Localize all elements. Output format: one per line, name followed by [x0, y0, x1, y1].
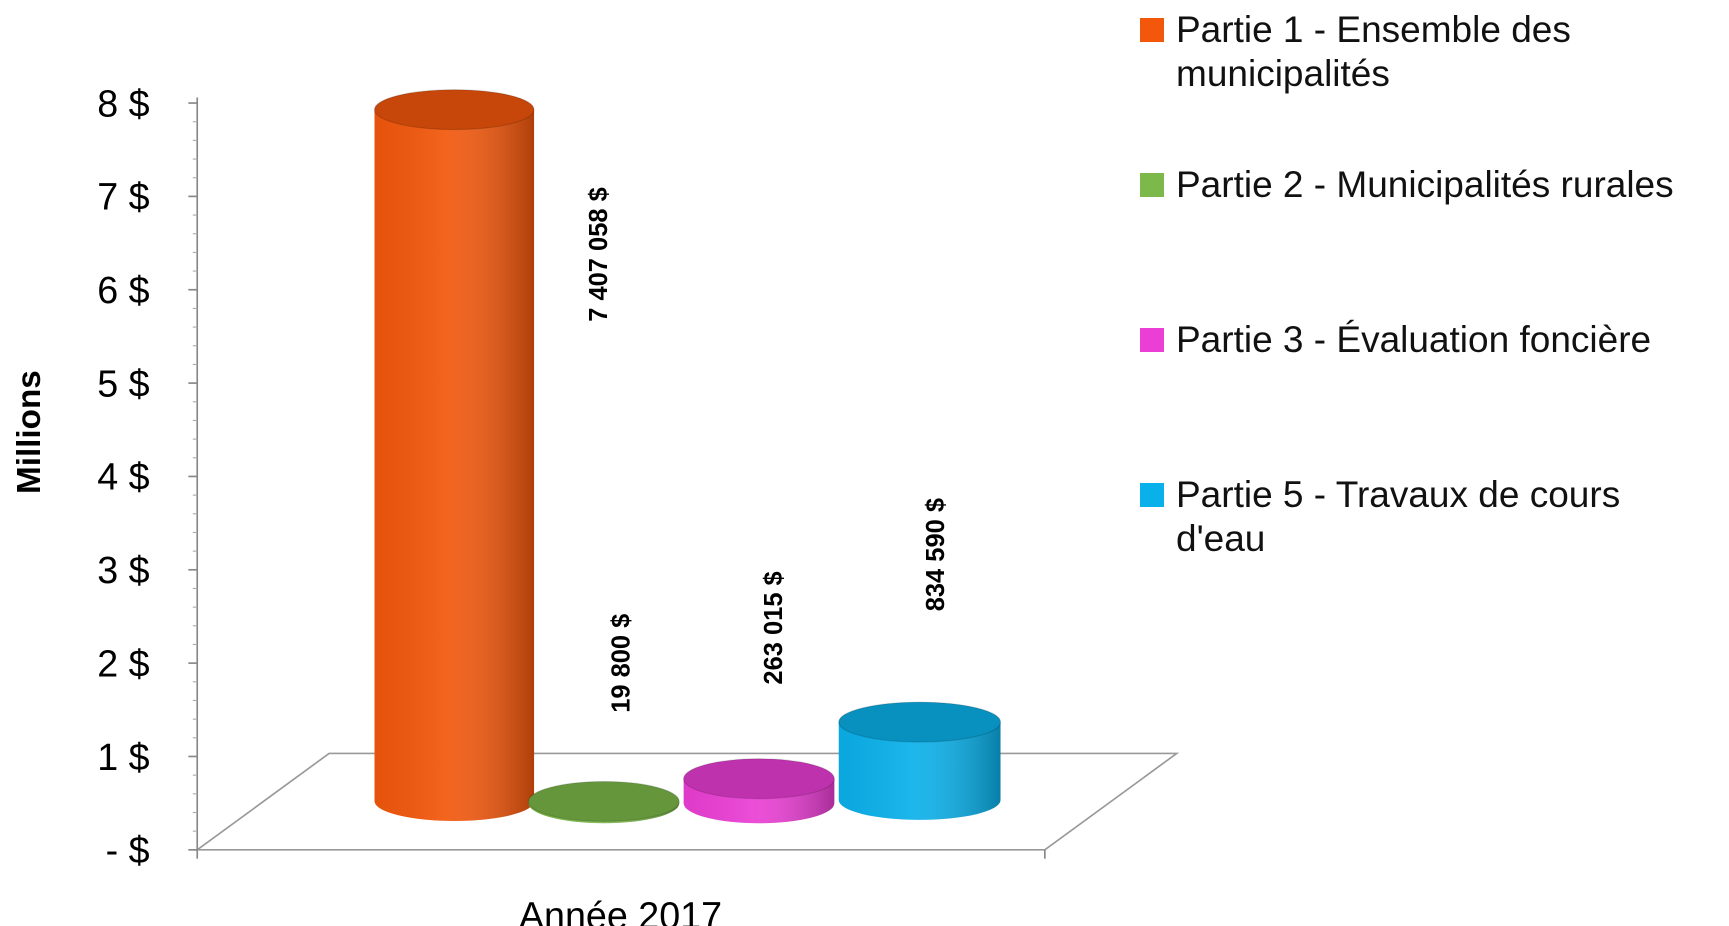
- bar-shade: [374, 109, 535, 822]
- plot: Millions Année 2017 - $ 1 $ 2 $ 3 $ 4 $ 5 $ 6 …: [11, 82, 1180, 926]
- x-tick-label: Année 2017: [519, 895, 722, 926]
- legend-label: Partie 3 - Évaluation foncière: [1176, 319, 1652, 360]
- bar-top-shade: [374, 89, 535, 130]
- floor: [194, 752, 1180, 851]
- bar-top: [373, 89, 535, 131]
- legend-item: Partie 2 - Municipalités rurales: [1140, 163, 1720, 318]
- bar-top-shade: [838, 702, 1001, 743]
- y-tick-label: - $: [106, 829, 150, 871]
- y-tick-label: 5 $: [97, 362, 149, 404]
- bar-top-shade: [683, 758, 835, 799]
- legend-swatch: [1140, 18, 1164, 42]
- bar-top: [527, 780, 680, 822]
- y-tick-label: 4 $: [97, 456, 149, 498]
- legend-label: Partie 2 - Municipalités rurales: [1176, 164, 1674, 205]
- legend-item: Partie 3 - Évaluation foncière: [1140, 318, 1720, 473]
- data-label: 7 407 058 $: [585, 187, 613, 322]
- y-tick-label: 1 $: [97, 736, 149, 778]
- y-axis-label: Millions: [11, 370, 48, 494]
- data-label: 834 590 $: [922, 498, 950, 611]
- legend-item: Partie 1 - Ensemble des municipalités: [1140, 8, 1720, 163]
- y-tick-label: 7 $: [97, 176, 149, 218]
- legend-label: Partie 1 - Ensemble des municipalités: [1176, 9, 1571, 94]
- bar-top-shade: [528, 781, 680, 822]
- y-tick-label: 2 $: [97, 642, 149, 684]
- legend-swatch: [1140, 483, 1164, 507]
- legend-swatch: [1140, 173, 1164, 197]
- y-tick-label: 8 $: [97, 82, 149, 124]
- data-label: 263 015 $: [760, 571, 788, 684]
- legend-label: Partie 5 - Travaux de cours d'eau: [1176, 474, 1621, 559]
- y-tick-label: 6 $: [97, 269, 149, 311]
- bar-top: [838, 701, 1002, 743]
- legend-swatch: [1140, 328, 1164, 352]
- legend: Partie 1 - Ensemble des municipalités Par…: [1140, 8, 1720, 628]
- bar-top: [683, 758, 835, 800]
- legend-item: Partie 5 - Travaux de cours d'eau: [1140, 473, 1720, 628]
- y-tick-label: 3 $: [97, 549, 149, 591]
- bar-shade: [838, 722, 1001, 820]
- data-label: 19 800 $: [607, 614, 635, 713]
